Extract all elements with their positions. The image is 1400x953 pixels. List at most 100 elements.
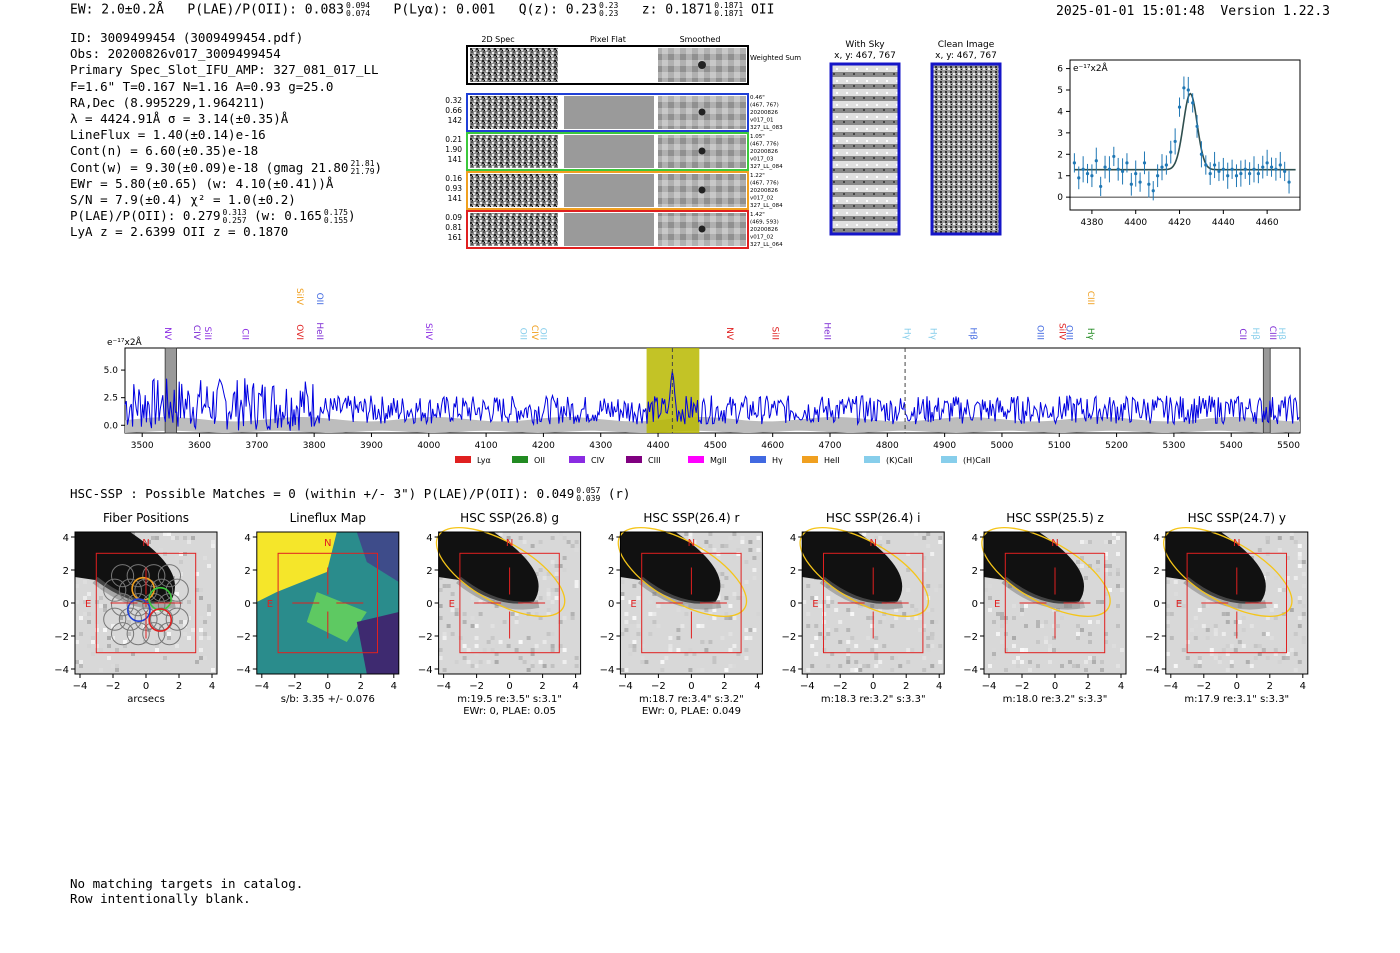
hsc-y-tick-label: −4 [781,665,796,676]
hsc-noise-pixel [720,572,725,576]
info-id: ID: 3009499454 (3009499454.pdf) [70,30,304,45]
fit-point [1125,161,1129,165]
hsc-x-tick-label: −2 [833,681,848,692]
hsc-noise-pixel [806,584,811,588]
with-sky-xy: x, y: 467, 767 [834,51,896,61]
fit-y-tick-label: 5 [1057,86,1063,96]
hsc-noise-pixel [1012,660,1016,664]
hsc-noise-pixel [1052,636,1056,640]
compass-north: N [688,538,695,549]
hsc-noise-pixel [494,652,499,656]
hsc-noise-pixel [1225,620,1230,624]
hsc-noise-pixel [688,536,693,540]
hsc-noise-pixel [1048,644,1052,648]
hsc-search-box [1004,552,1106,654]
fiber-circle [118,607,142,631]
hsc-noise-pixel [1289,608,1294,612]
hsc-noise-pixel [934,620,939,624]
hsc-noise-pixel [91,612,95,616]
hsc-noise-pixel [744,560,749,564]
spectrum-highlight [646,348,700,433]
hsc-noise-pixel [1036,620,1040,624]
hsc-noise-pixel [127,636,131,640]
hsc-noise-pixel [99,604,103,608]
hsc-noise-pixel [534,644,539,648]
hsc-noise-pixel [1285,576,1290,580]
hsc-panel-caption: arcsecs [127,694,165,705]
hsc-noise-pixel [1108,572,1112,576]
hsc-imaging-panels: Fiber Positions+NE−4−4−2−2002244arcsecsL… [54,511,1309,717]
fit-point [1217,169,1221,174]
hsc-noise-pixel [914,532,919,536]
hsc-noise-pixel [756,548,761,552]
hsc-noise-pixel [123,640,127,644]
hsc-noise-pixel [632,648,637,652]
hsc-noise-pixel [454,608,459,612]
hsc-noise-pixel [720,636,725,640]
hsc-x-tick-label: 2 [176,681,182,692]
hsc-noise-pixel [644,660,649,664]
spectrum-line-label: SiIV [294,288,304,306]
hsc-noise-pixel [438,604,443,608]
fit-point [1239,171,1243,176]
hsc-x-tick-label: 0 [506,681,512,692]
hsc-noise-pixel [1229,664,1234,668]
hsc-noise-pixel [1116,536,1120,540]
hsc-noise-pixel [1185,656,1190,660]
hsc-noise-pixel [1036,640,1040,644]
hsc-noise-pixel [1000,640,1004,644]
hsc-noise-pixel [854,644,859,648]
spectrum-x-tick-label: 4700 [819,441,842,451]
hsc-noise-pixel [890,656,895,660]
hsc-noise-pixel [1056,624,1060,628]
hsc-noise-pixel [696,668,701,672]
hsc-noise-pixel [1221,648,1226,652]
compass-east: E [994,599,1000,610]
hsc-noise-pixel [83,600,87,604]
hsc-noise-pixel [620,580,625,584]
hsc-noise-pixel [95,600,99,604]
z-line: OII [750,2,775,18]
hsc-noise-pixel [874,656,879,660]
hsc-noise-pixel [830,652,835,656]
hsc-noise-pixel [922,536,927,540]
hsc-noise-pixel [1040,624,1044,628]
hsc-noise-pixel [914,616,919,620]
hsc-noise-pixel [1096,568,1100,572]
hsc-noise-pixel [1076,632,1080,636]
spectrum-x-tick-label: 5100 [1048,441,1071,451]
hsc-noise-pixel [850,612,855,616]
hsc-noise-pixel [554,596,559,600]
hsc-noise-pixel [1108,540,1112,544]
hsc-noise-pixel [1165,580,1170,584]
hsc-noise-pixel [720,544,725,548]
cutout-row-meta: 20200826 [750,149,778,155]
hsc-noise-pixel [538,568,543,572]
hsc-noise-pixel [470,616,475,620]
hsc-noise-pixel [91,640,95,644]
fit-point [1234,174,1239,178]
hsc-noise-pixel [1044,636,1048,640]
spectrum-line-label: OII [314,293,324,305]
hsc-noise-pixel [155,644,159,648]
hsc-panel-caption-2: EWr: 0, PLAE: 0.05 [463,706,556,717]
hsc-noise-pixel [203,656,207,660]
hsc-noise-pixel [470,624,475,628]
hsc-galaxy [984,532,1084,604]
fit-point [1261,165,1265,169]
hsc-noise-pixel [1000,612,1004,616]
hsc-noise-pixel [187,600,191,604]
hsc-noise-pixel [882,532,887,536]
hsc-noise-pixel [664,656,669,660]
hsc-noise-pixel [522,540,527,544]
hsc-noise-pixel [151,536,155,540]
hsc-noise-pixel [1120,588,1124,592]
hsc-y-tick-label: 0 [608,599,614,610]
hsc-noise-pixel [930,636,935,640]
fit-x-tick-label: 4420 [1168,218,1191,228]
hsc-noise-pixel [562,536,567,540]
hsc-noise-pixel [648,600,653,604]
hsc-noise-pixel [1293,652,1298,656]
hsc-panel-caption-2: EWr: 0, PLAE: 0.049 [642,706,741,717]
hsc-noise-pixel [858,664,863,668]
